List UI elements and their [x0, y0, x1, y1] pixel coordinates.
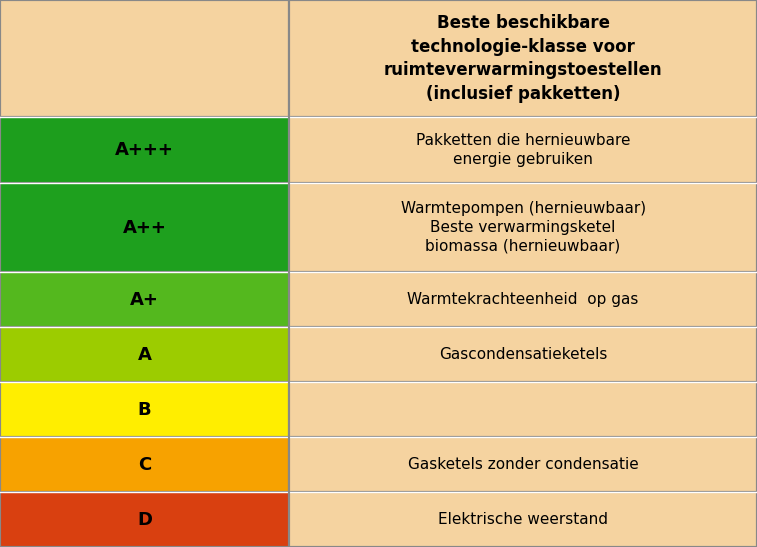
- Bar: [0, 117, 289, 183]
- Bar: [0, 382, 289, 437]
- Text: A+++: A+++: [115, 141, 174, 159]
- Text: Gasketels zonder condensatie: Gasketels zonder condensatie: [408, 457, 638, 472]
- Text: D: D: [137, 510, 152, 528]
- Text: Warmtekrachteenheid  op gas: Warmtekrachteenheid op gas: [407, 292, 639, 307]
- Text: Beste beschikbare
technologie-klasse voor
ruimteverwarmingstoestellen
(inclusief: Beste beschikbare technologie-klasse voo…: [384, 14, 662, 103]
- Text: C: C: [138, 456, 151, 474]
- Bar: [289, 0, 757, 117]
- Bar: [289, 437, 757, 492]
- Text: Elektrische weerstand: Elektrische weerstand: [438, 512, 608, 527]
- Bar: [289, 117, 757, 183]
- Bar: [289, 492, 757, 547]
- Bar: [289, 382, 757, 437]
- Text: Gascondensatieketels: Gascondensatieketels: [439, 347, 607, 362]
- Bar: [0, 0, 289, 117]
- Bar: [0, 492, 289, 547]
- Text: Pakketten die hernieuwbare
energie gebruiken: Pakketten die hernieuwbare energie gebru…: [416, 133, 631, 167]
- Text: Warmtepompen (hernieuwbaar)
Beste verwarmingsketel
biomassa (hernieuwbaar): Warmtepompen (hernieuwbaar) Beste verwar…: [400, 201, 646, 254]
- Bar: [289, 327, 757, 382]
- Text: A++: A++: [123, 219, 167, 236]
- Bar: [0, 437, 289, 492]
- Bar: [289, 183, 757, 272]
- Bar: [0, 327, 289, 382]
- Text: A+: A+: [130, 290, 159, 309]
- Text: B: B: [138, 400, 151, 418]
- Text: A: A: [138, 346, 151, 364]
- Bar: [0, 272, 289, 327]
- Bar: [0, 183, 289, 272]
- Bar: [289, 272, 757, 327]
